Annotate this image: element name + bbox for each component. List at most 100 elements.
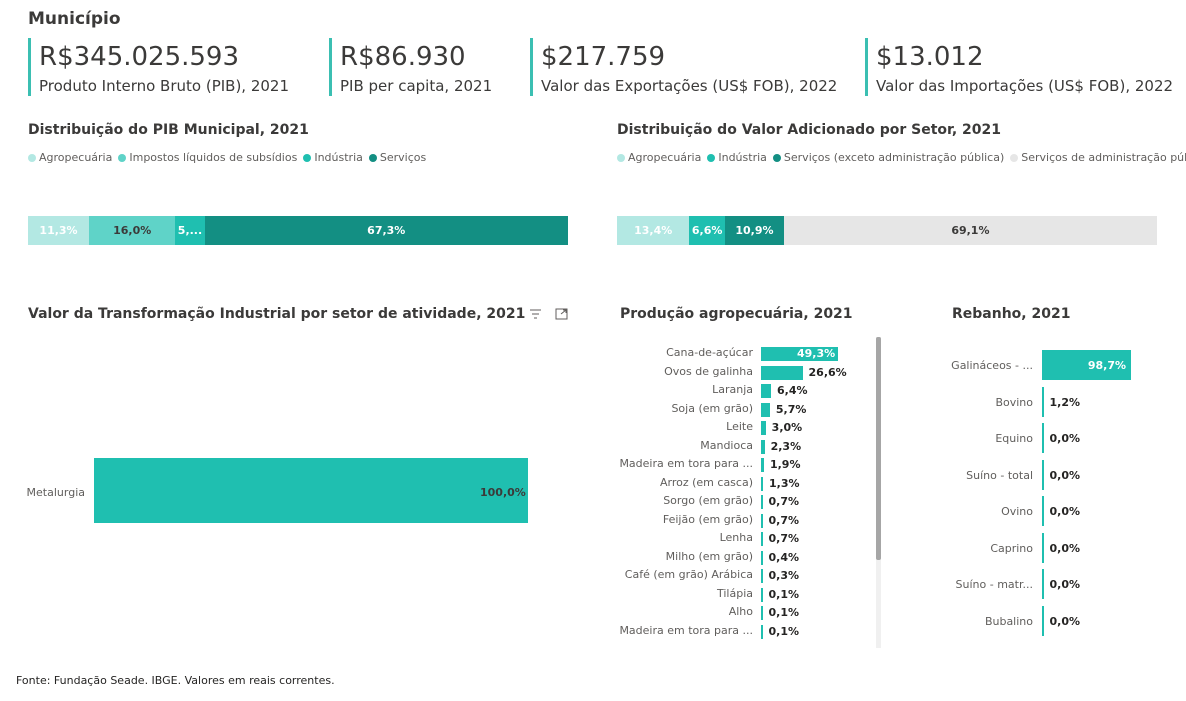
- filter-icon[interactable]: [529, 308, 542, 323]
- legend-item[interactable]: Serviços: [368, 151, 426, 164]
- stack-segment[interactable]: 16,0%: [89, 216, 176, 245]
- bar[interactable]: [761, 495, 763, 509]
- kpi-card-pib-per-capita: R$86.930 PIB per capita, 2021: [329, 38, 492, 96]
- stack-segment[interactable]: 5,...: [175, 216, 205, 245]
- pib-chart-title: Distribuição do PIB Municipal, 2021: [28, 122, 309, 138]
- kpi-label: Valor das Importações (US$ FOB), 2022: [876, 77, 1174, 95]
- legend-item[interactable]: Agropecuária: [28, 151, 112, 164]
- bar-label: Lenha: [719, 531, 753, 544]
- bar[interactable]: [761, 365, 803, 380]
- scrollbar-thumb[interactable]: [876, 337, 881, 560]
- bar[interactable]: [1042, 605, 1044, 636]
- bar[interactable]: [761, 513, 763, 528]
- bar-value: 98,7%: [1087, 359, 1126, 372]
- bar-value: 1,3%: [769, 476, 800, 490]
- bar-value: 5,7%: [775, 402, 807, 416]
- bar[interactable]: [761, 439, 765, 454]
- legend-item[interactable]: Agropecuária: [617, 151, 701, 164]
- bar-value: 0,7%: [768, 532, 800, 545]
- bar[interactable]: [761, 421, 766, 435]
- bar[interactable]: [761, 402, 770, 417]
- bar[interactable]: [1042, 386, 1044, 417]
- bar-label: Arroz (em casca): [659, 475, 753, 489]
- bar-value: 0,0%: [1049, 468, 1081, 482]
- bar[interactable]: [761, 476, 764, 491]
- bar-value: 0,1%: [768, 606, 800, 619]
- bar-label: Mandioca: [700, 438, 753, 452]
- bar[interactable]: [761, 624, 763, 639]
- bar-label: Soja (em grão): [671, 401, 753, 415]
- bar[interactable]: [761, 550, 763, 565]
- stack-segment[interactable]: 13,4%: [617, 216, 690, 245]
- pib-legend: Agropecuária Impostos líquidos de subsíd…: [28, 151, 426, 164]
- focus-mode-icon[interactable]: [555, 308, 568, 323]
- bar-value: 26,6%: [808, 365, 847, 379]
- stack-segment[interactable]: 11,3%: [28, 216, 90, 245]
- bar-value: 0,7%: [768, 513, 800, 527]
- legend-dot: [707, 153, 716, 162]
- bar-label: Suíno - total: [966, 468, 1033, 482]
- bar-label: Metalurgia: [26, 486, 85, 499]
- page-title: Município: [28, 9, 121, 29]
- legend-label: Indústria: [314, 151, 363, 164]
- legend-item[interactable]: Indústria: [707, 151, 767, 164]
- va-chart-title: Distribuição do Valor Adicionado por Set…: [617, 122, 1002, 138]
- bar-label: Madeira em tora para ...: [619, 457, 753, 470]
- bar-label: Ovos de galinha: [664, 364, 753, 378]
- bar-label: Leite: [726, 420, 753, 433]
- bar[interactable]: [761, 606, 763, 620]
- bar-label: Bovino: [995, 395, 1033, 409]
- bar[interactable]: [761, 347, 838, 361]
- bar[interactable]: [1042, 496, 1044, 526]
- bar-label: Café (em grão) Arábica: [624, 568, 753, 581]
- stack-segment[interactable]: 10,9%: [724, 216, 784, 245]
- kpi-card-pib: R$345.025.593 Produto Interno Bruto (PIB…: [28, 38, 289, 96]
- bar-value: 0,0%: [1049, 614, 1081, 628]
- bar-label: Sorgo (em grão): [663, 494, 753, 507]
- bar-label: Suíno - matr...: [955, 578, 1033, 591]
- bar[interactable]: [761, 384, 771, 398]
- bar-label: Ovino: [1001, 505, 1033, 518]
- bar[interactable]: [1042, 423, 1044, 453]
- bar[interactable]: [761, 587, 763, 602]
- bar-value: 49,3%: [797, 347, 836, 360]
- bar-value: 0,0%: [1049, 541, 1081, 555]
- legend-label: Serviços (exceto administração pública): [783, 151, 1005, 164]
- kpi-card-importacoes: $13.012 Valor das Importações (US$ FOB),…: [865, 38, 1173, 96]
- bar[interactable]: [1042, 459, 1044, 490]
- legend-dot: [772, 153, 781, 162]
- rebanho-chart-title: Rebanho, 2021: [952, 306, 1071, 322]
- va-legend: Agropecuária Indústria Serviços (exceto …: [617, 151, 1186, 164]
- bar-value: 2,3%: [770, 439, 802, 453]
- bar-label: Bubalino: [984, 614, 1033, 628]
- bar-value: 0,1%: [768, 624, 800, 638]
- bar-value: 0,3%: [768, 569, 800, 582]
- legend-item[interactable]: Indústria: [303, 151, 363, 164]
- kpi-value: $13.012: [876, 42, 984, 72]
- stack-segment[interactable]: 6,6%: [689, 216, 725, 245]
- bar[interactable]: [761, 458, 764, 472]
- bar-value: 6,4%: [776, 384, 808, 397]
- kpi-label: Valor das Exportações (US$ FOB), 2022: [541, 77, 838, 95]
- bar[interactable]: [94, 458, 528, 523]
- legend-item[interactable]: Serviços de administração pública: [1010, 151, 1186, 164]
- legend-item[interactable]: Serviços (exceto administração pública): [772, 151, 1005, 164]
- stack-segment[interactable]: 67,3%: [204, 216, 568, 245]
- kpi-card-exportacoes: $217.759 Valor das Exportações (US$ FOB)…: [530, 38, 837, 96]
- bar[interactable]: [761, 532, 763, 546]
- bar[interactable]: [761, 569, 763, 583]
- legend-dot: [617, 153, 625, 162]
- bar-value: 1,2%: [1049, 395, 1081, 409]
- bar-label: Milho (em grão): [665, 549, 753, 563]
- kpi-value: $217.759: [541, 42, 666, 72]
- bar-value: 0,4%: [768, 550, 800, 564]
- legend-item[interactable]: Impostos líquidos de subsídios: [118, 151, 297, 164]
- bar-label: Madeira em tora para ...: [619, 623, 753, 637]
- bar[interactable]: [1042, 532, 1044, 563]
- stack-segment[interactable]: 69,1%: [783, 216, 1157, 245]
- bar-value: 100,0%: [480, 486, 526, 499]
- vti-chart-title: Valor da Transformação Industrial por se…: [28, 306, 526, 322]
- bar[interactable]: [1042, 569, 1044, 599]
- agro-chart-title: Produção agropecuária, 2021: [620, 306, 853, 322]
- bar[interactable]: [1042, 350, 1131, 380]
